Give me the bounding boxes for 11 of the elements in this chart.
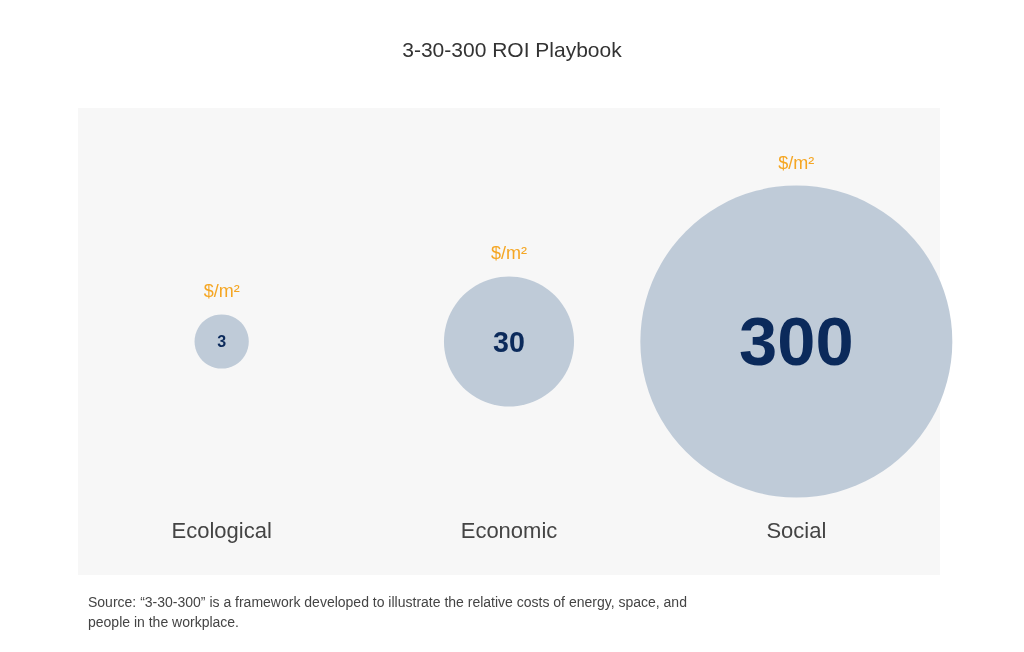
data-label: 30 bbox=[493, 325, 525, 358]
category-label: Social bbox=[766, 517, 827, 543]
text: $/m² bbox=[778, 152, 815, 173]
category-label: Economic bbox=[460, 517, 558, 543]
source-note: Source: “3-30-300” is a framework developed to illustrate the relative costs of energy, space, and people in the workplace. bbox=[88, 594, 691, 630]
text: $/m² bbox=[491, 243, 527, 264]
text: $/m² bbox=[203, 281, 240, 302]
data-label: 300 bbox=[739, 303, 854, 380]
text: 3-30-300 ROI Playbook bbox=[402, 38, 623, 61]
category-label: Ecological bbox=[171, 517, 272, 543]
data-label: 3 bbox=[217, 333, 227, 350]
